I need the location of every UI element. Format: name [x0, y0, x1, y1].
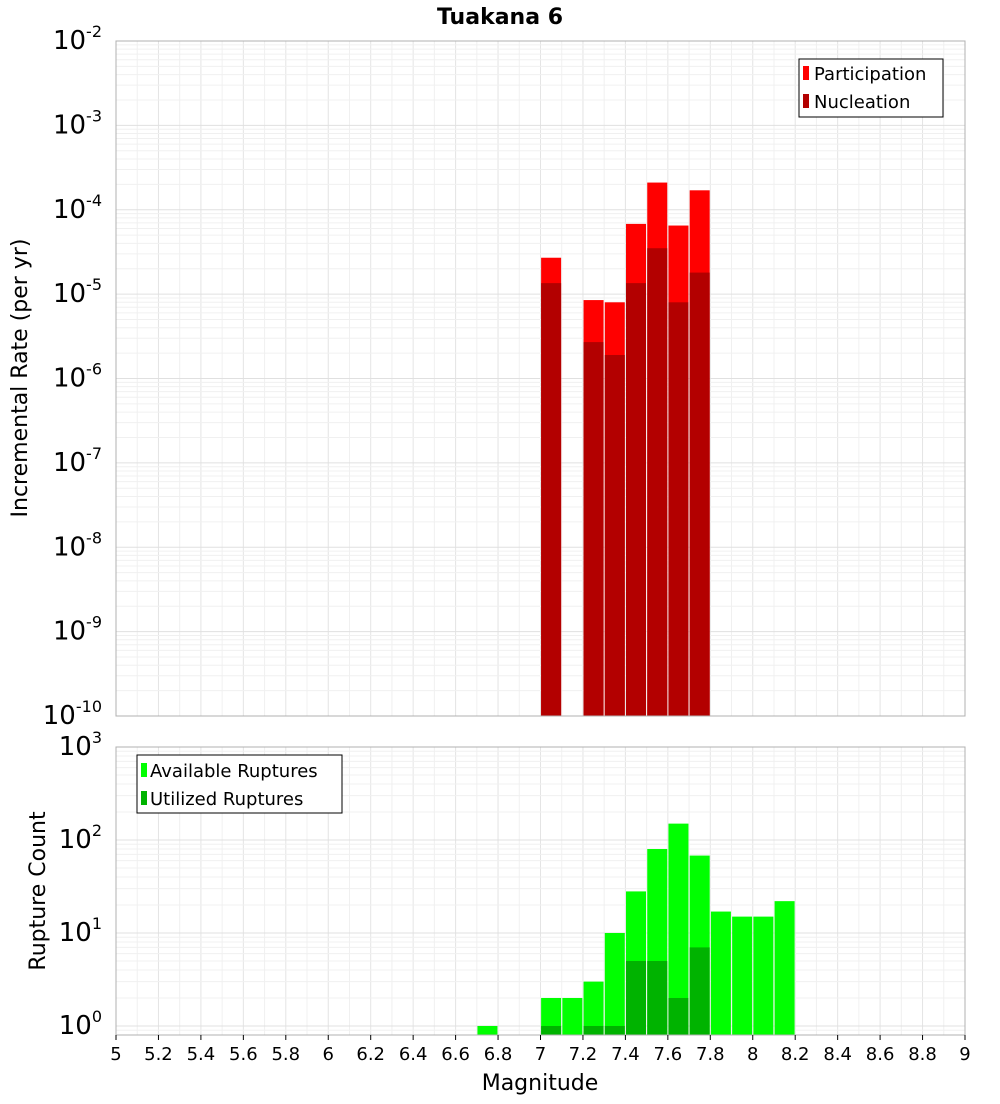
- y-tick-label: 10-10: [43, 697, 102, 731]
- y-tick-label: 10-6: [53, 360, 102, 394]
- nucleation-bar: [626, 283, 647, 716]
- y-tick-label: 10-4: [53, 191, 102, 225]
- x-tick-label: 9: [959, 1044, 970, 1065]
- top-y-ticks: 10-10 10-9 10-8 10-7 10-6 10-5 10-4 10-3 10-2: [43, 22, 102, 731]
- x-tick-label: 5.4: [187, 1044, 216, 1065]
- x-tick-label: 8: [747, 1044, 758, 1065]
- available-legend-label: Available Ruptures: [150, 761, 318, 782]
- available-ruptures-bar: [710, 911, 731, 1035]
- nucleation-bar: [583, 342, 604, 716]
- y-tick-label: 10-8: [53, 528, 102, 562]
- x-tick-label: 8.2: [781, 1044, 810, 1065]
- y-tick-label: 10-9: [53, 613, 102, 647]
- nucleation-legend-label: Nucleation: [814, 92, 910, 113]
- available-ruptures-bar: [753, 916, 774, 1035]
- bottom-bars: [477, 823, 795, 1035]
- x-tick-label: 8.4: [823, 1044, 852, 1065]
- nucleation-bar: [668, 302, 689, 716]
- x-tick-label: 5.6: [229, 1044, 258, 1065]
- x-tick-label: 6.4: [399, 1044, 428, 1065]
- y-tick-label: 103: [59, 728, 102, 762]
- utilized-legend-swatch: [141, 791, 147, 805]
- bottom-y-ticks: 100 101 102 103: [59, 728, 102, 1041]
- available-ruptures-bar: [732, 916, 753, 1035]
- y-tick-label: 101: [59, 914, 102, 948]
- bottom-legend: Available Ruptures Utilized Ruptures: [136, 754, 343, 814]
- nucleation-legend-swatch: [803, 94, 809, 108]
- top-legend-box: [798, 58, 944, 118]
- nucleation-bar: [541, 283, 562, 716]
- nucleation-bar: [647, 248, 668, 717]
- x-tick-label: 7.4: [611, 1044, 640, 1065]
- utilized-ruptures-bar: [668, 997, 689, 1035]
- utilized-ruptures-bar: [626, 960, 647, 1035]
- y-tick-label: 10-7: [53, 444, 102, 478]
- available-ruptures-bar: [668, 823, 689, 1035]
- y-tick-label: 102: [59, 821, 102, 855]
- utilized-ruptures-bar: [541, 1025, 562, 1035]
- y-tick-label: 100: [59, 1007, 102, 1041]
- x-tick-label: 6.6: [441, 1044, 470, 1065]
- chart-title: Tuakana 6: [437, 5, 563, 30]
- top-bars: [541, 182, 710, 717]
- x-tick-label: 7.6: [654, 1044, 683, 1065]
- utilized-legend-label: Utilized Ruptures: [150, 789, 303, 810]
- y-tick-label: 10-3: [53, 106, 102, 140]
- x-tick-label: 8.8: [908, 1044, 937, 1065]
- available-ruptures-bar: [477, 1025, 498, 1035]
- utilized-ruptures-bar: [583, 1025, 604, 1035]
- utilized-ruptures-bar: [604, 1025, 625, 1035]
- top-legend: Participation Nucleation: [798, 58, 944, 118]
- bottom-y-axis-label: Rupture Count: [26, 811, 51, 971]
- available-ruptures-bar: [541, 997, 562, 1035]
- x-axis-ticks: 5 5.2 5.4 5.6 5.8 6 6.2 6.4 6.6 6.8 7 7.2 7.4 7.6 7.8 8…: [110, 1035, 971, 1065]
- x-tick-label: 7.8: [696, 1044, 725, 1065]
- x-tick-label: 8.6: [866, 1044, 895, 1065]
- bottom-legend-box: [136, 754, 343, 814]
- top-grid: [115, 40, 966, 717]
- x-tick-label: 5: [110, 1044, 121, 1065]
- nucleation-bar: [689, 272, 710, 716]
- bottom-panel: 100 101 102 103 Rupture Count Available Rup…: [26, 728, 966, 1041]
- x-tick-label: 5.8: [271, 1044, 300, 1065]
- x-tick-label: 6.8: [484, 1044, 513, 1065]
- participation-legend-label: Participation: [814, 64, 926, 85]
- top-y-axis-label: Incremental Rate (per yr): [8, 239, 33, 518]
- utilized-ruptures-bar: [647, 960, 668, 1035]
- y-tick-label: 10-2: [53, 22, 102, 56]
- x-tick-label: 7.2: [569, 1044, 598, 1065]
- nucleation-bar: [604, 354, 625, 716]
- x-tick-label: 6: [323, 1044, 334, 1065]
- participation-legend-swatch: [803, 66, 809, 80]
- utilized-ruptures-bar: [689, 947, 710, 1035]
- top-panel: 10-10 10-9 10-8 10-7 10-6 10-5 10-4 10-3 10-2 In…: [8, 22, 966, 731]
- available-ruptures-bar: [774, 901, 795, 1035]
- available-ruptures-bar: [583, 981, 604, 1035]
- x-tick-label: 7: [535, 1044, 546, 1065]
- y-tick-label: 10-5: [53, 275, 102, 309]
- available-legend-swatch: [141, 763, 147, 777]
- x-tick-label: 6.2: [356, 1044, 385, 1065]
- top-plot-border: [115, 40, 966, 717]
- available-ruptures-bar: [604, 932, 625, 1035]
- x-tick-label: 5.2: [144, 1044, 173, 1065]
- x-axis-label: Magnitude: [482, 1071, 599, 1096]
- available-ruptures-bar: [562, 997, 583, 1035]
